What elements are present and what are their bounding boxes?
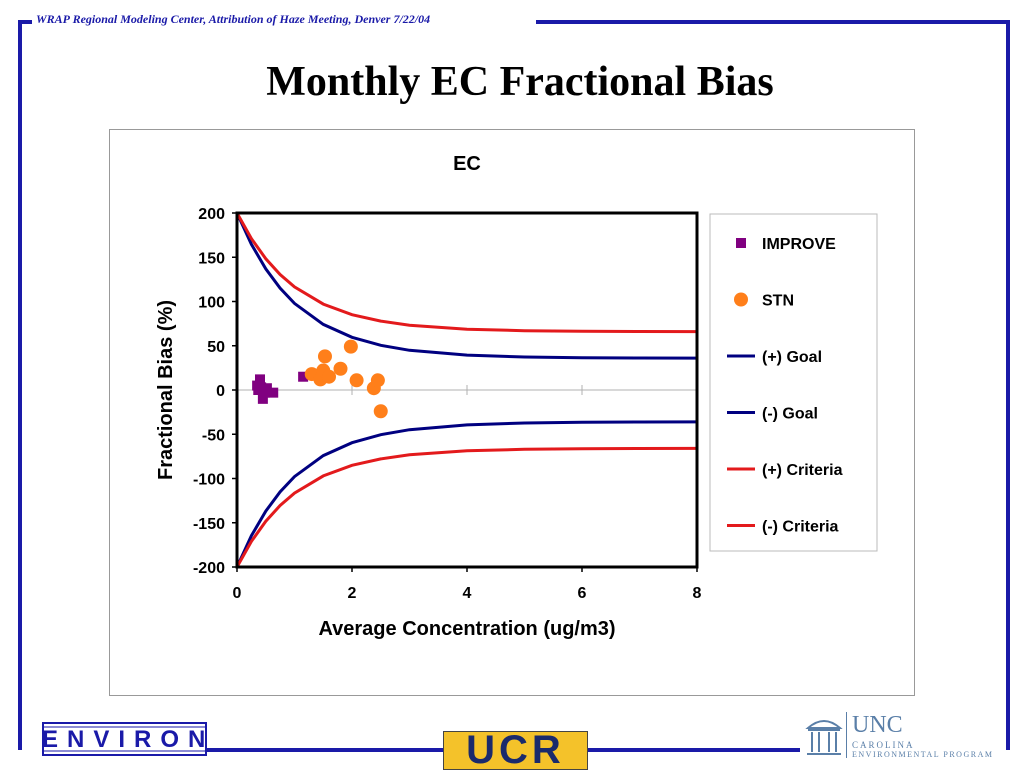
unc-divider [846,712,847,758]
stn-point [349,373,364,388]
frame-top-left [18,20,32,24]
series-line [235,446,698,568]
legend-label: (+) Criteria [762,462,843,479]
ucr-logo: UCR [443,728,588,772]
chart-svg: EC 200 150 100 50 0 -50 -100 -150 -200 0 2 4 6 8 Averag… [155,153,878,640]
x-tick-label: 0 [233,585,242,602]
environ-logo: ENVIRON [42,722,207,756]
environ-logo-border [42,722,207,756]
stn-point [333,361,348,376]
y-tick-label: 150 [198,250,225,267]
improve-point [298,371,309,382]
x-tick-label: 6 [578,585,587,602]
old-well-icon [805,720,843,755]
y-tick-label: -100 [193,472,225,489]
x-tick-label: 8 [693,585,702,602]
unc-logo-sub1: CAROLINA [852,740,915,750]
unc-logo: UNC CAROLINA ENVIRONMENTAL PROGRAM [800,710,1010,762]
frame-bottom [207,748,443,752]
series-line [235,212,698,334]
unc-logo-sub2: ENVIRONMENTAL PROGRAM [852,750,994,759]
x-tick-label: 2 [348,585,357,602]
frame-right [1006,20,1010,750]
stn-point [317,349,332,364]
chart-area: EC 200 150 100 50 0 -50 -100 -150 -200 0 2 4 6 8 Averag… [109,129,915,696]
y-axis-label: Fractional Bias (%) [155,300,177,480]
improve-point [257,393,268,404]
chart-title: EC [453,153,481,175]
stn-point [343,339,358,354]
series-line [235,212,698,360]
improve-point [256,382,267,393]
slide-title: Monthly EC Fractional Bias [266,59,774,105]
meeting-header: WRAP Regional Modeling Center, Attributi… [36,12,431,26]
legend-marker-improve [736,238,746,248]
improve-point [261,383,272,394]
y-tick-label: -50 [202,427,225,444]
y-tick-label: 0 [216,383,225,400]
improve-point [255,374,265,385]
legend-label: STN [762,293,794,310]
stn-point [373,404,388,419]
y-tick-label: 50 [207,339,225,356]
legend-label: (-) Criteria [762,519,839,536]
legend-label: (-) Goal [762,406,818,423]
improve-point [268,387,279,398]
legend-label: (+) Goal [762,349,822,366]
stn-point [370,373,385,388]
ucr-logo-text: UCR [466,728,565,772]
unc-logo-name: UNC [852,712,903,738]
legend-marker-stn [734,292,748,307]
x-tick-label: 4 [463,585,472,602]
y-tick-label: -200 [193,560,225,577]
y-tick-label: -150 [193,516,225,533]
series-line [235,420,698,568]
stn-point [322,369,336,384]
frame-bottom-right [586,748,800,752]
legend-box [709,213,878,552]
x-axis-label: Average Concentration (ug/m3) [318,618,615,640]
frame-top-right [536,20,1010,24]
frame-left [18,20,22,750]
environ-logo-text: ENVIRON [42,726,215,753]
y-tick-label: 100 [198,295,225,312]
y-tick-label: 200 [198,206,225,223]
legend-label: IMPROVE [762,236,836,253]
